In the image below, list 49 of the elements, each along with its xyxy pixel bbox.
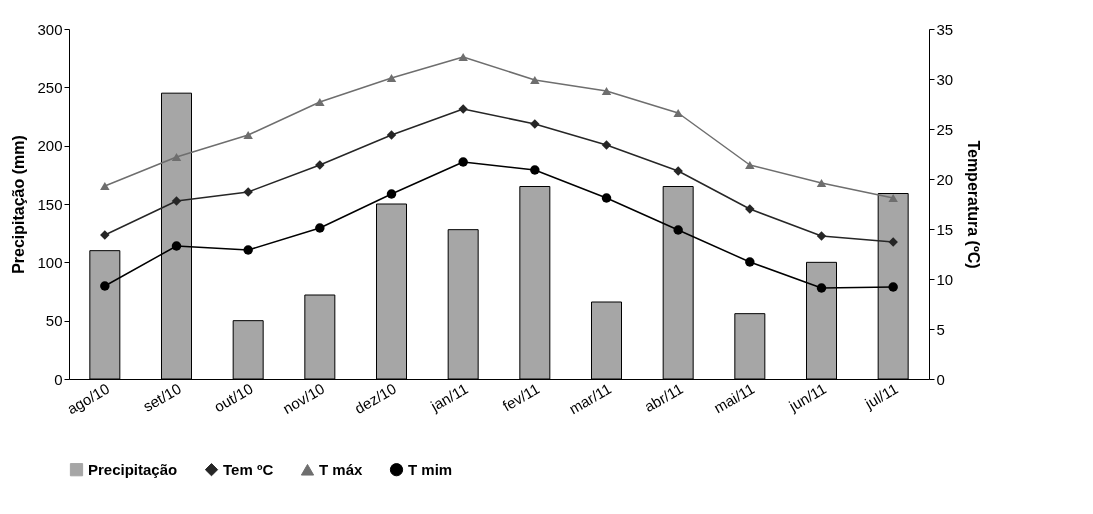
point [315,223,325,233]
y2-tick-label: 25 [936,120,954,138]
point [745,257,755,267]
point [458,52,468,62]
y2-tick-label: 30 [936,70,954,88]
legend-label: T máx [319,460,364,478]
y-tick-label: 100 [37,253,63,271]
point [816,231,827,241]
y2-axis-title: Temperatura (ºC) [965,140,983,269]
point [458,157,468,167]
y2-tick-label: 10 [936,270,954,288]
y2-tick-label: 20 [936,170,954,188]
point [673,225,683,235]
point [530,165,540,175]
point [386,130,397,140]
point [601,140,612,150]
y-tick-label: 150 [37,195,63,213]
point [171,152,182,162]
legend-label: T mim [408,460,453,478]
point [530,75,540,85]
point [601,86,612,96]
point [243,245,253,255]
point [171,196,182,206]
point [601,193,612,203]
point [745,160,755,170]
point [386,73,397,83]
point [816,283,827,293]
point [243,130,253,140]
point [100,281,110,291]
y-tick-label: 200 [37,137,63,155]
y-tick-label: 50 [45,312,63,330]
point [315,97,325,107]
y-axis-title: Precipitação (mm) [10,135,28,274]
point [171,241,182,251]
y2-tick-label: 15 [936,220,954,238]
point [386,189,397,199]
y-tick-label: 250 [37,78,63,96]
point [816,178,827,188]
y-tick-label: 0 [54,370,63,388]
point [888,193,898,203]
point [888,282,898,292]
y2-tick-label: 0 [936,370,945,388]
point [100,181,110,191]
y2-tick-label: 5 [936,320,945,338]
y-tick-label: 300 [37,20,63,38]
legend-label: Tem ºC [223,460,274,478]
point [673,108,683,118]
y2-tick-label: 35 [936,20,954,38]
legend-label: Precipitação [88,460,178,478]
